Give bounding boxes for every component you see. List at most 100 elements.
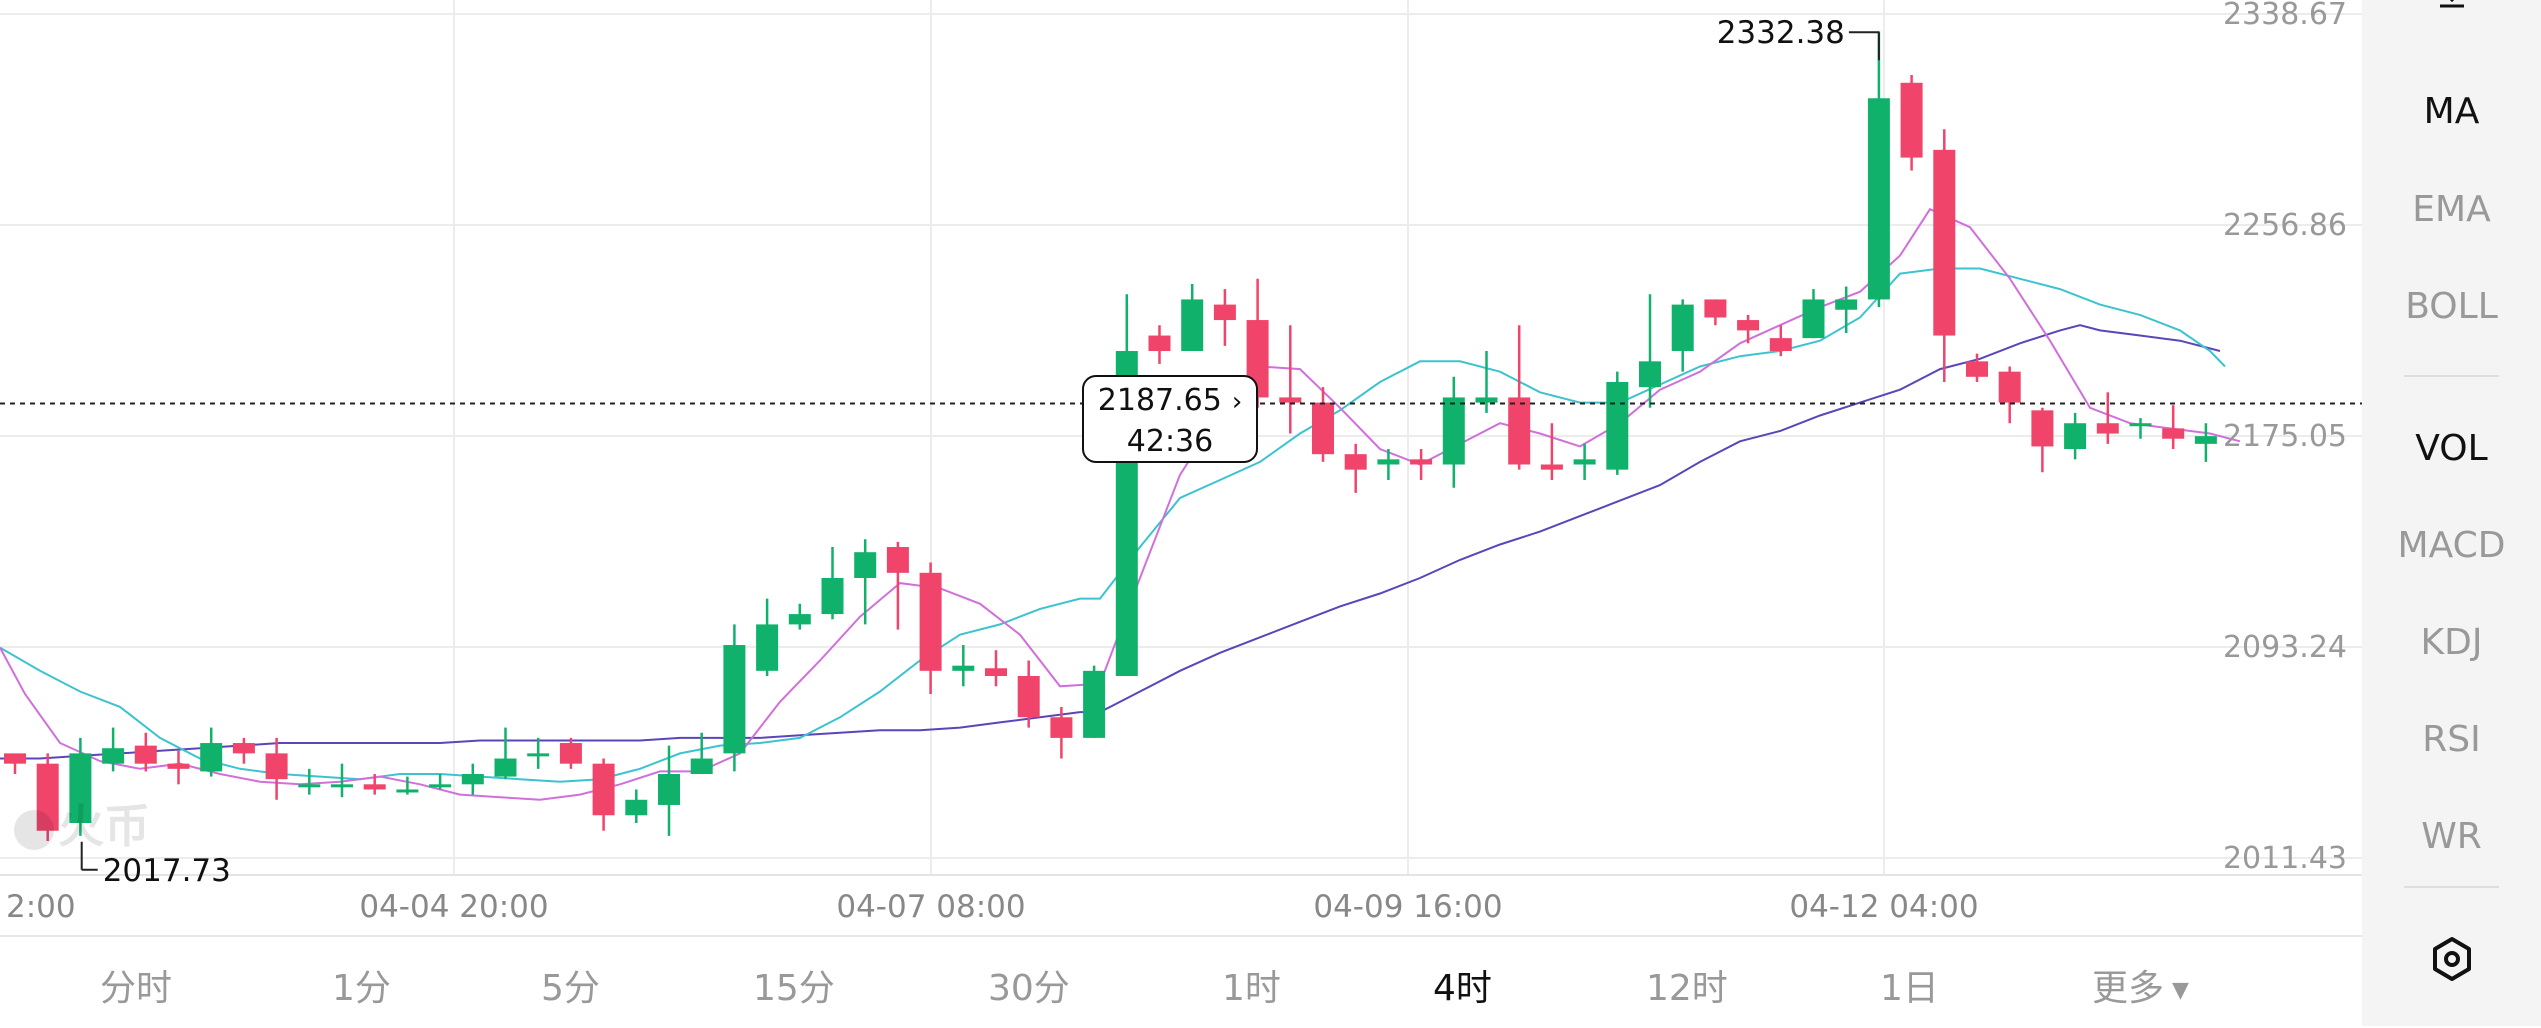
- candle: [1835, 286, 1858, 333]
- candle: [1737, 314, 1760, 344]
- timeframe-tab-1h[interactable]: 1时: [1222, 968, 1281, 1009]
- candle-body: [658, 773, 680, 805]
- candle-body: [298, 784, 321, 788]
- timeframe-tab-1m[interactable]: 1分: [332, 968, 391, 1009]
- timeframe-bar: 分时 1分 5分 15分 30分 1时 4时 12时 1日 更多 ▼: [0, 935, 2362, 1028]
- timeframe-tab-4h[interactable]: 4时: [1433, 968, 1492, 1009]
- indicator-wr[interactable]: WR: [2421, 816, 2482, 857]
- candle: [36, 753, 59, 842]
- candle-body: [886, 547, 909, 573]
- timeframe-tab-30m[interactable]: 30分: [988, 968, 1070, 1009]
- candlestick-series: [4, 31, 2217, 842]
- candle: [429, 773, 452, 790]
- candle: [167, 750, 190, 785]
- candle: [298, 768, 321, 795]
- indicator-boll[interactable]: BOLL: [2405, 286, 2498, 327]
- candle-body: [625, 799, 648, 816]
- candle: [723, 624, 746, 772]
- candle-body: [1475, 397, 1498, 403]
- candle-body: [2129, 423, 2152, 427]
- timeframe-tab-12h[interactable]: 12时: [1646, 968, 1728, 1009]
- y-tick-label: 2093.24: [2223, 630, 2347, 665]
- candle: [363, 773, 386, 795]
- timeframe-tab-5m[interactable]: 5分: [541, 968, 600, 1009]
- candle: [527, 737, 550, 769]
- candle: [1933, 129, 1956, 382]
- y-tick-label: 2011.43: [2223, 841, 2347, 876]
- tooltip-price-row: 2187.65 ›: [1084, 381, 1256, 422]
- candle-body: [167, 763, 190, 769]
- candle-body: [265, 753, 288, 780]
- tooltip-countdown: 42:36: [1126, 424, 1214, 459]
- y-axis-labels: 2338.67 2256.86 2175.05 2093.24 2011.43: [2223, 0, 2347, 876]
- candle: [69, 737, 92, 836]
- candle: [1900, 75, 1923, 171]
- indicator-ma[interactable]: MA: [2423, 91, 2480, 132]
- candle: [1312, 387, 1334, 462]
- candle: [1540, 423, 1563, 480]
- timeframe-tab-1d[interactable]: 1日: [1880, 968, 1939, 1009]
- candle: [265, 737, 288, 800]
- timeframe-tab-15m[interactable]: 15分: [753, 968, 835, 1009]
- candle: [232, 737, 255, 764]
- candle-body: [1835, 299, 1858, 310]
- candle: [102, 727, 125, 772]
- candle-body: [1671, 304, 1694, 352]
- candle: [2096, 392, 2119, 444]
- candle-body: [2194, 436, 2217, 444]
- candle-body: [1769, 338, 1792, 352]
- x-axis-labels: 2:00 04-04 20:00 04-07 08:00 04-09 16:00 04-…: [6, 889, 1979, 925]
- candle-body: [919, 572, 942, 671]
- timeframe-tab-more[interactable]: 更多 ▼: [2092, 959, 2189, 1011]
- candle: [886, 541, 909, 630]
- candle-body: [429, 784, 452, 788]
- candle-body: [2096, 423, 2119, 434]
- candle-body: [396, 789, 419, 793]
- candle-body: [1312, 402, 1334, 455]
- candle: [1966, 353, 1988, 382]
- candle: [788, 603, 811, 630]
- candle-body: [1148, 335, 1171, 352]
- candle: [1475, 351, 1498, 413]
- candle: [396, 776, 419, 795]
- indicator-vol[interactable]: VOL: [2415, 428, 2488, 469]
- candle-body: [134, 745, 157, 764]
- current-price-tooltip[interactable]: 2187.65 › 42:36: [1082, 375, 1258, 463]
- kline-chart-svg[interactable]: 2338.67 2256.86 2175.05 2093.24 2011.43 2:00…: [0, 0, 2362, 935]
- candle: [2194, 423, 2217, 462]
- candle: [1213, 289, 1236, 346]
- candle-body: [1737, 320, 1760, 331]
- indicator-kdj[interactable]: KDJ: [2420, 622, 2483, 663]
- candle-body: [592, 763, 615, 816]
- candle-body: [1540, 464, 1563, 470]
- candle: [1867, 31, 1890, 308]
- timeframe-tab-timeshare[interactable]: 分时: [100, 968, 173, 1009]
- indicator-ema[interactable]: EMA: [2412, 189, 2491, 230]
- indicator-macd[interactable]: MACD: [2397, 525, 2506, 566]
- candle-body: [723, 645, 746, 754]
- candle: [756, 598, 779, 676]
- candle: [1442, 376, 1465, 488]
- candle: [559, 737, 582, 769]
- candle-body: [1442, 397, 1465, 465]
- candle: [1410, 449, 1433, 480]
- kline-chart[interactable]: 2338.67 2256.86 2175.05 2093.24 2011.43 2:00…: [0, 0, 2362, 935]
- candle-body: [2162, 428, 2185, 439]
- candle: [1279, 325, 1302, 434]
- candle-body: [69, 753, 92, 824]
- download-icon[interactable]: [2432, 0, 2472, 14]
- chevron-right-icon: ›: [1231, 387, 1243, 417]
- candle-body: [527, 753, 550, 757]
- candle-body: [36, 763, 59, 831]
- candle: [134, 732, 157, 772]
- candle: [1704, 299, 1727, 326]
- more-label: 更多: [2092, 968, 2165, 1009]
- candle: [461, 763, 484, 795]
- indicator-rsi[interactable]: RSI: [2422, 719, 2481, 760]
- indicator-divider-bottom: [2404, 886, 2499, 888]
- hexagon-settings-icon[interactable]: [2428, 935, 2476, 983]
- ma-long-line: [0, 324, 2221, 760]
- x-tick-label: 2:00: [6, 889, 76, 925]
- exchange-watermark: 火币: [14, 790, 150, 856]
- x-tick-label: 04-12 04:00: [1789, 889, 1978, 925]
